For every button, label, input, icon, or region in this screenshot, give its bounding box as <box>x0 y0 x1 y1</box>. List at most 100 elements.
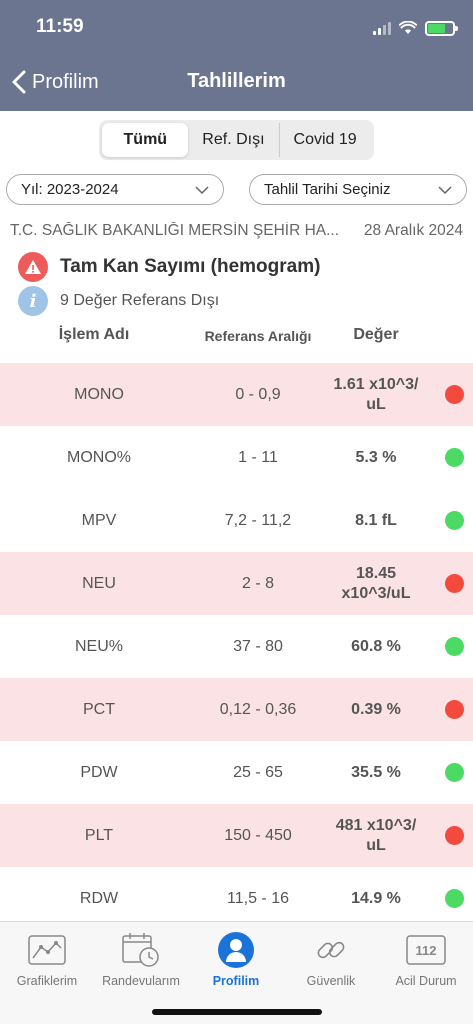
status-ok-dot <box>444 448 464 467</box>
out-of-range-note: 9 Değer Referans Dışı <box>60 292 220 309</box>
table-row[interactable]: PCT 0,12 - 0,36 0.39 % <box>0 678 473 741</box>
row-value: 35.5 % <box>351 763 401 781</box>
tab-randevularim[interactable]: Randevularım <box>94 930 188 988</box>
chart-icon <box>28 935 66 965</box>
segment-out-of-ref[interactable]: Ref. Dışı <box>202 131 265 148</box>
row-value: 8.1 fL <box>355 511 397 529</box>
status-out-dot <box>444 574 464 593</box>
row-status <box>440 867 468 930</box>
tab-label: Güvenlik <box>306 974 356 988</box>
tab-acil-durum[interactable]: 112 Acil Durum <box>379 930 473 988</box>
date-dropdown[interactable]: Tahlil Tarihi Seçiniz <box>249 174 467 205</box>
header-range: Referans Aralığı <box>204 328 312 344</box>
row-status <box>440 552 468 615</box>
test-title: Tam Kan Sayımı (hemogram) <box>18 252 320 282</box>
row-name: NEU% <box>74 637 123 655</box>
row-name: RDW <box>79 889 119 907</box>
row-name: NEU <box>82 574 116 592</box>
status-ok-dot <box>444 763 464 782</box>
tab-profilim[interactable]: Profilim <box>189 930 283 988</box>
status-out-dot <box>444 700 464 719</box>
segment-covid[interactable]: Covid 19 <box>278 123 371 157</box>
row-value: 5.3 % <box>355 448 397 466</box>
header-value: Değer <box>353 326 399 343</box>
year-dropdown[interactable]: Yıl: 2023-2024 <box>6 174 224 205</box>
status-icons <box>373 18 458 38</box>
home-indicator <box>152 1009 322 1015</box>
signal-icon <box>373 21 391 35</box>
tab-grafiklerim[interactable]: Grafiklerim <box>0 930 94 988</box>
table-row[interactable]: PLT 150 - 450 481 x10^3/ uL <box>0 804 473 867</box>
row-range: 1 - 11 <box>238 448 278 466</box>
row-range: 25 - 65 <box>233 763 283 781</box>
row-range: 0,12 - 0,36 <box>219 700 297 718</box>
date-dropdown-label: Tahlil Tarihi Seçiniz <box>264 181 391 198</box>
tab-label: Randevularım <box>102 974 180 988</box>
chevron-down-icon <box>438 185 452 194</box>
row-name: MPV <box>81 511 117 529</box>
status-ok-dot <box>444 637 464 656</box>
table-row[interactable]: MPV 7,2 - 11,2 8.1 fL <box>0 489 473 552</box>
row-status <box>440 489 468 552</box>
row-value: 18.45 x10^3/uL <box>341 564 411 602</box>
status-out-dot <box>444 385 464 404</box>
row-range: 11,5 - 16 <box>227 889 289 907</box>
info-icon: i <box>18 286 48 316</box>
row-status <box>440 678 468 741</box>
table-header: İşlem Adı Referans Aralığı Değer <box>0 326 473 350</box>
row-value: 14.9 % <box>351 889 401 907</box>
segment-wrapper: Tümü Ref. Dışı Covid 19 <box>0 120 473 160</box>
row-range: 150 - 450 <box>224 826 292 844</box>
test-name: Tam Kan Sayımı (hemogram) <box>60 256 321 277</box>
table-row[interactable]: NEU% 37 - 80 60.8 % <box>0 615 473 678</box>
row-name: PDW <box>80 763 118 781</box>
status-out-dot <box>444 826 464 845</box>
back-button[interactable]: Profilim <box>12 70 99 94</box>
row-status <box>440 426 468 489</box>
hospital-name: T.C. SAĞLIK BAKANLIĞI MERSİN ŞEHİR HA... <box>10 222 340 239</box>
table-row[interactable]: NEU 2 - 8 18.45 x10^3/uL <box>0 552 473 615</box>
row-value: 1.61 x10^3/ uL <box>333 375 419 413</box>
header: 11:59 Profilim Tahlillerim <box>0 0 473 111</box>
out-of-range-info: i 9 Değer Referans Dışı <box>18 286 219 316</box>
tab-guvenlik[interactable]: Güvenlik <box>284 930 378 988</box>
status-ok-dot <box>444 511 464 530</box>
profile-icon <box>218 932 254 968</box>
tab-bar: Grafiklerim Randevularım Profilim <box>0 921 473 1024</box>
status-ok-dot <box>444 889 464 908</box>
row-status <box>440 363 468 426</box>
emergency-112-icon: 112 <box>406 935 446 965</box>
segment-all[interactable]: Tümü <box>102 123 189 157</box>
row-name: MONO% <box>67 448 131 466</box>
tab-label: Grafiklerim <box>16 974 78 988</box>
row-name: PLT <box>84 826 114 844</box>
table-row[interactable]: PDW 25 - 65 35.5 % <box>0 741 473 804</box>
table-row[interactable]: MONO 0 - 0,9 1.61 x10^3/ uL <box>0 363 473 426</box>
tab-label: Profilim <box>212 974 260 988</box>
calendar-icon <box>122 933 159 967</box>
wifi-icon <box>399 21 417 34</box>
header-name: İşlem Adı <box>58 326 130 343</box>
row-value: 60.8 % <box>351 637 401 655</box>
link-icon <box>317 941 345 959</box>
table-row[interactable]: MONO% 1 - 11 5.3 % <box>0 426 473 489</box>
row-value: 0.39 % <box>351 700 401 718</box>
row-range: 0 - 0,9 <box>235 385 281 403</box>
chevron-down-icon <box>195 185 209 194</box>
row-name: MONO <box>74 385 124 403</box>
back-label: Profilim <box>32 70 99 93</box>
report-header: T.C. SAĞLIK BAKANLIĞI MERSİN ŞEHİR HA...… <box>10 222 463 240</box>
row-name: PCT <box>83 700 115 718</box>
status-time: 11:59 <box>36 16 84 37</box>
table-row[interactable]: RDW 11,5 - 16 14.9 % <box>0 867 473 930</box>
report-date: 28 Aralık 2024 <box>363 222 463 239</box>
row-range: 7,2 - 11,2 <box>224 511 292 529</box>
warning-icon <box>18 252 48 282</box>
results-table: MONO 0 - 0,9 1.61 x10^3/ uL MONO% 1 - 11 5.3 … <box>0 363 473 930</box>
tab-label: Acil Durum <box>395 974 457 988</box>
row-range: 2 - 8 <box>241 574 274 592</box>
row-value: 481 x10^3/ uL <box>335 816 417 854</box>
row-status <box>440 804 468 867</box>
year-dropdown-label: Yıl: 2023-2024 <box>21 181 119 198</box>
battery-icon <box>425 20 458 36</box>
